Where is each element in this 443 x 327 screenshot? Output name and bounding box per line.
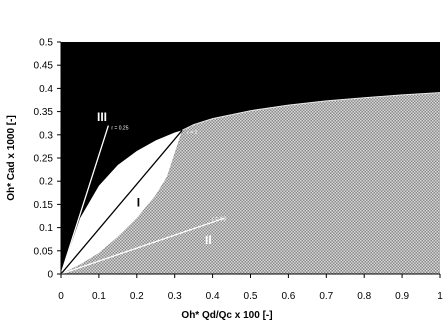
region-label-i: I [137,196,140,210]
ratio-line-2 [61,217,225,274]
y-tick-label-5: 0.25 [34,154,54,165]
boundary-curve [182,92,440,131]
y-tick-label-7: 0.35 [34,107,54,118]
x-tick-label-1: 0.1 [92,291,106,302]
ratio-line-1 [61,129,183,274]
x-tick-label-2: 0.2 [130,291,144,302]
y-tick-label-10: 0.5 [39,38,53,49]
y-tick-label-4: 0.2 [39,177,53,188]
x-tick-label-5: 0.5 [244,291,258,302]
x-tick-label-10: 1 [437,291,443,302]
y-tick-label-2: 0.1 [39,223,53,234]
y-tick-label-9: 0.45 [34,61,54,72]
y-tick-label-8: 0.4 [39,84,53,95]
y-tick-label-3: 0.15 [34,200,54,211]
x-tick-label-0: 0 [58,291,64,302]
y-axis-title: Oh* Cad x 1000 [-] [6,115,17,201]
region-label-ii: II [205,233,212,247]
x-tick-label-8: 0.8 [357,291,371,302]
x-tick-label-6: 0.6 [281,291,295,302]
x-tick-label-4: 0.4 [206,291,220,302]
x-tick-label-9: 0.9 [395,291,409,302]
y-tick-label-6: 0.3 [39,130,53,141]
lower-hatched-region [61,92,440,274]
region-label-iii: III [97,110,107,124]
y-tick-label-1: 0.05 [34,246,54,257]
x-tick-label-7: 0.7 [319,291,333,302]
ratio-label-0: r = 0.25 [111,126,128,132]
ratio-label-1: r = 1 [187,130,197,136]
x-tick-label-3: 0.3 [168,291,182,302]
ratio-label-2: r = 4.0 [212,216,227,222]
ratio-line-0 [61,125,109,274]
y-tick-label-0: 0 [47,270,53,281]
x-axis-title: Oh* Qd/Qc x 100 [-] [181,310,272,321]
